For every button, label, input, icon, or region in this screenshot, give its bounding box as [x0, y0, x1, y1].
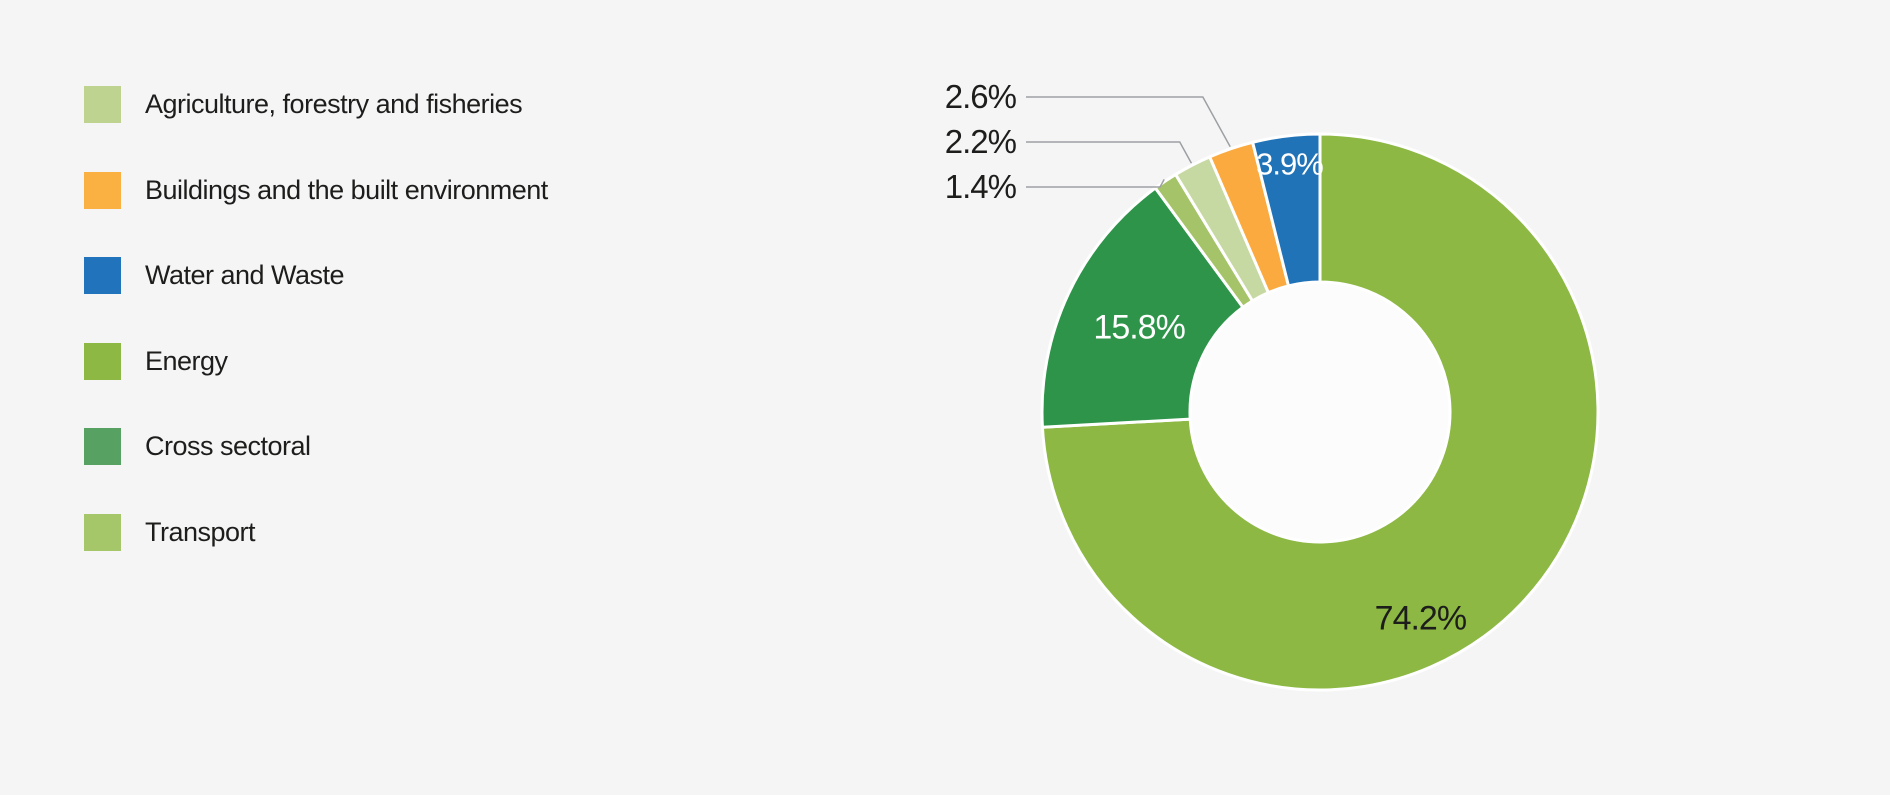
legend-label: Energy	[145, 345, 228, 376]
legend-swatch	[84, 86, 121, 123]
callout-label: 2.6%	[945, 78, 1017, 115]
callout-leader-line	[1026, 96, 1231, 148]
legend-item: Agriculture, forestry and fisheries	[84, 86, 548, 123]
legend-swatch	[84, 342, 121, 380]
legend-label: Agriculture, forestry and fisheries	[145, 89, 523, 119]
callout-label: 2.2%	[945, 123, 1017, 160]
legend-item: Energy	[84, 342, 548, 380]
callout-leader-line	[1026, 141, 1193, 164]
legend-item: Cross sectoral	[84, 428, 548, 465]
legend-label: Water and Waste	[145, 260, 345, 290]
legend-item: Water and Waste	[84, 257, 548, 294]
legend-swatch	[84, 257, 121, 294]
legend-swatch	[84, 171, 121, 209]
legend-label: Buildings and the built environment	[145, 174, 548, 205]
legend-swatch	[84, 428, 121, 465]
legend-item: Transport	[84, 513, 548, 551]
callout-leader-line	[1026, 178, 1165, 188]
legend-item: Buildings and the built environment	[84, 171, 548, 209]
legend-label: Transport	[145, 516, 256, 547]
pie-slice-water-and-waste	[1251, 132, 1322, 288]
chart-legend: Agriculture, forestry and fisheries Buil…	[84, 86, 548, 599]
slice-label: 74.2%	[1375, 600, 1467, 638]
legend-swatch	[84, 513, 121, 551]
callout-label: 1.4%	[945, 168, 1017, 205]
slice-label: 3.9%	[1256, 147, 1323, 182]
legend-label: Cross sectoral	[145, 431, 311, 461]
pie-slice-cross-sectoral	[1040, 186, 1245, 429]
donut-hole	[1186, 278, 1454, 546]
slice-label: 15.8%	[1093, 309, 1185, 347]
pie-slice-energy	[1040, 132, 1600, 692]
